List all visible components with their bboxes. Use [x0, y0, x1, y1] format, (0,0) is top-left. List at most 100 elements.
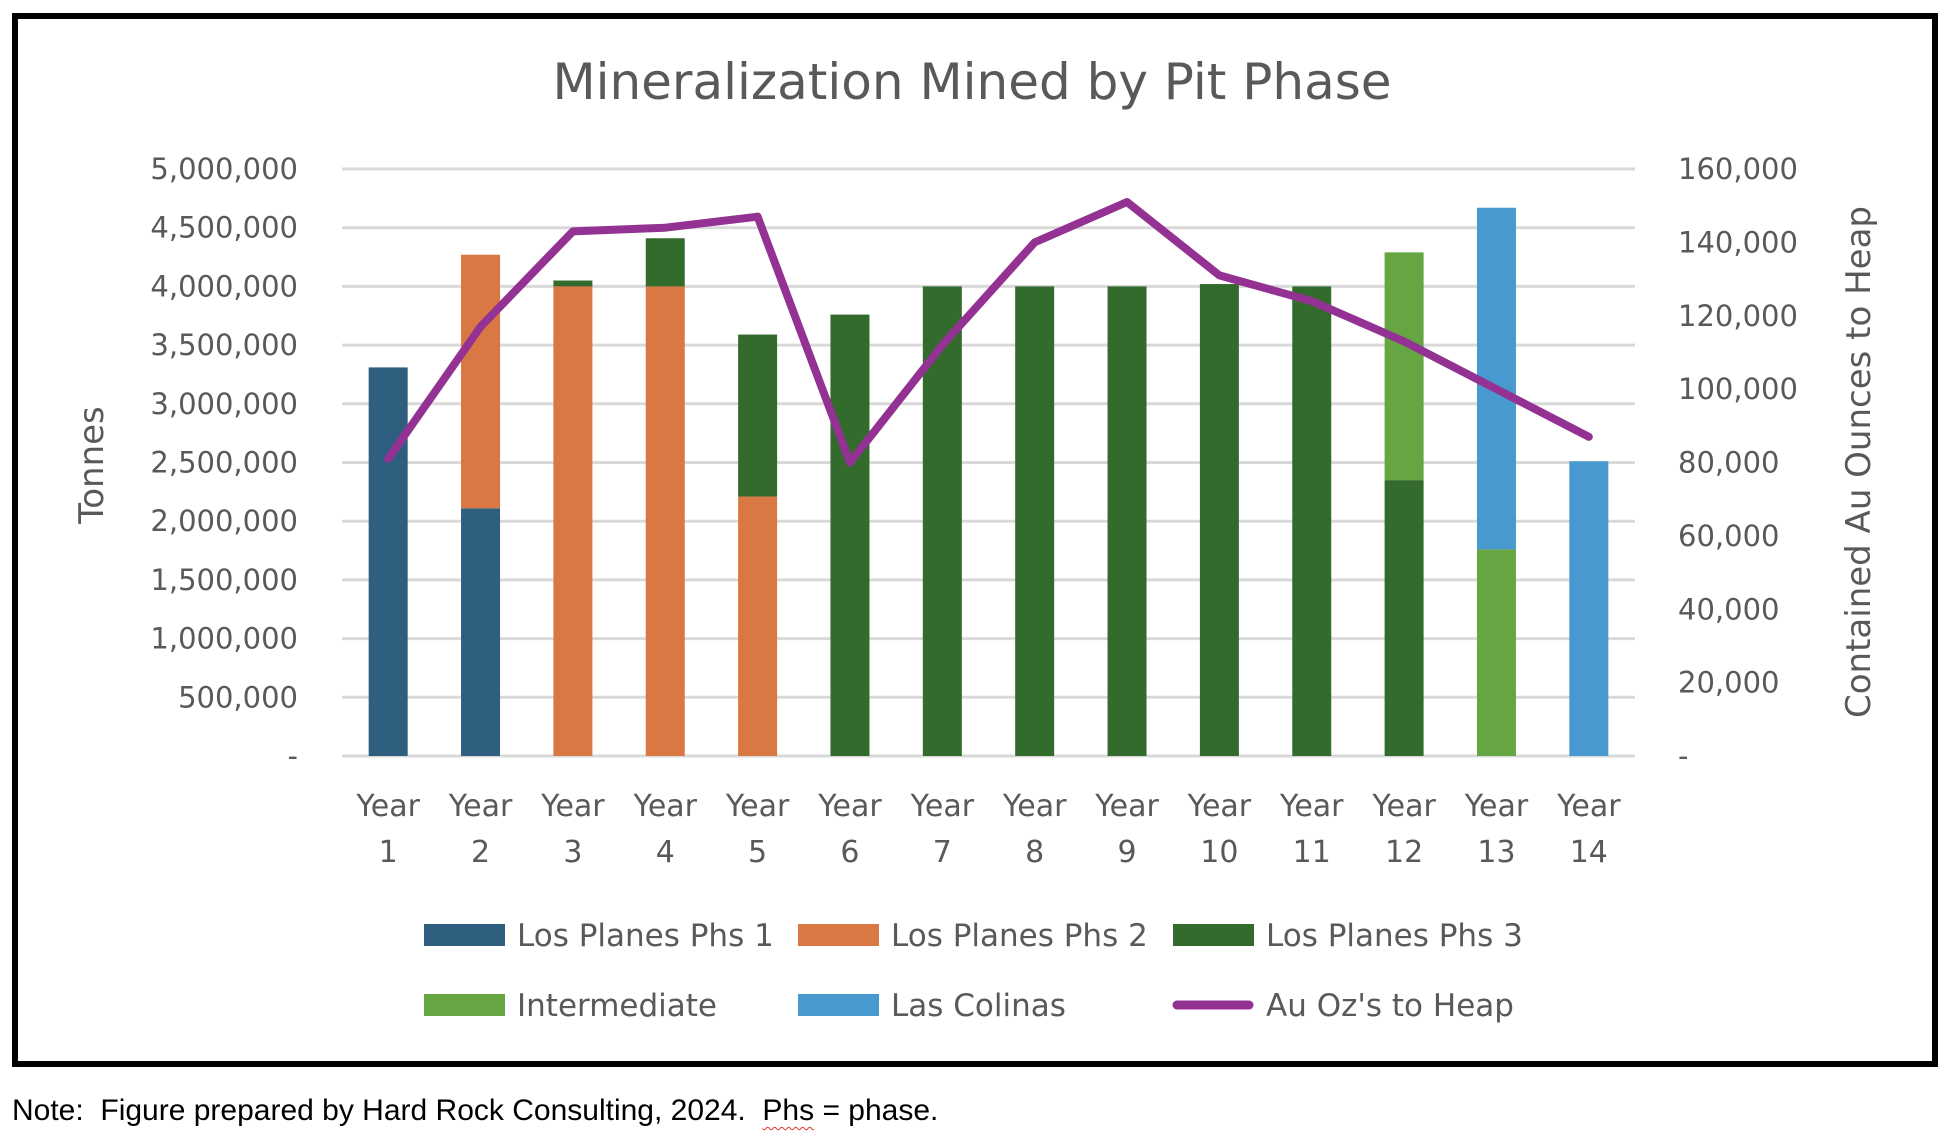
x-tick-label-line1: Year: [1187, 789, 1252, 824]
legend-label: Los Planes Phs 1: [517, 918, 774, 954]
x-tick-label-line2: 11: [1293, 835, 1331, 870]
bar-segment-los-planes-phs-3: [645, 238, 685, 287]
bar-segment-los-planes-phs-3: [1292, 286, 1332, 756]
y2-axis-label: Contained Au Ounces to Heap: [1839, 206, 1879, 718]
footnote-suffix: = phase.: [814, 1094, 939, 1127]
right-axis-tick-label: 20,000: [1678, 666, 1779, 700]
bar-segment-los-planes-phs-3: [830, 314, 870, 756]
bar-segment-los-planes-phs-1: [461, 508, 501, 756]
bar-segment-los-planes-phs-2: [553, 286, 593, 756]
right-axis-tick-label: 160,000: [1678, 152, 1798, 186]
legend: Los Planes Phs 1 Los Planes Phs 2 Los Plan…: [424, 918, 1523, 1024]
right-axis-tick-label: 120,000: [1678, 299, 1798, 333]
left-axis-tick-label: -: [288, 739, 298, 773]
x-tick-label-line2: 6: [840, 835, 859, 870]
x-tick-label-line1: Year: [1371, 789, 1436, 824]
x-tick-label-line1: Year: [1002, 789, 1067, 824]
bar-segment-los-planes-phs-3: [1107, 286, 1147, 756]
left-axis-tick-label: 2,000,000: [150, 504, 298, 538]
bar-segment-los-planes-phs-3: [1015, 286, 1055, 756]
legend-swatch: [798, 994, 879, 1016]
left-axis-tick-label: 5,000,000: [150, 152, 298, 186]
legend-label: Los Planes Phs 3: [1266, 918, 1523, 954]
bar-segment-las-colinas: [1569, 461, 1609, 756]
chart-frame: [12, 13, 1938, 1067]
legend-swatch: [798, 924, 879, 946]
x-tick-label-line1: Year: [1279, 789, 1344, 824]
legend-item: Los Planes Phs 2: [798, 918, 1148, 954]
x-tick-label-line1: Year: [1094, 789, 1159, 824]
x-tick-label-line2: 3: [563, 835, 582, 870]
footnote: Note: Figure prepared by Hard Rock Consu…: [12, 1094, 938, 1128]
bar-segment-los-planes-phs-2: [738, 496, 778, 756]
x-tick-label-line2: 1: [379, 835, 398, 870]
footnote-prefix: Note: Figure prepared by Hard Rock Consu…: [12, 1094, 763, 1127]
au-oz-line: [384, 198, 1593, 467]
x-axis-ticks: Year 1 Year 2 Year 3 Year 4 Year 5 Year 6 Year 7 Year 8…: [355, 789, 1621, 870]
right-axis-tick-label: 140,000: [1678, 225, 1798, 259]
bar-segment-los-planes-phs-3: [1384, 480, 1424, 756]
left-axis-tick-label: 3,500,000: [150, 328, 298, 362]
legend-item: Los Planes Phs 3: [1173, 918, 1523, 954]
left-axis-tick-label: 3,000,000: [150, 387, 298, 421]
left-axis-tick-label: 2,500,000: [150, 446, 298, 480]
x-tick-label-line1: Year: [540, 789, 605, 824]
left-axis-ticks: - 500,000 1,000,000 1,500,000 2,000,000 2,500…: [150, 152, 298, 773]
x-tick-label-line1: Year: [1464, 789, 1529, 824]
legend-item: Au Oz's to Heap: [1172, 988, 1514, 1024]
x-tick-label-line2: 9: [1117, 835, 1136, 870]
y-axis-label: Tonnes: [72, 406, 112, 525]
x-tick-label-line2: 7: [933, 835, 952, 870]
bar-segment-los-planes-phs-2: [461, 254, 501, 509]
x-tick-label-line1: Year: [1556, 789, 1621, 824]
bars: [368, 207, 1609, 756]
bar-segment-los-planes-phs-3: [738, 334, 778, 497]
legend-label: Intermediate: [517, 988, 717, 1024]
legend-item: Las Colinas: [798, 988, 1066, 1024]
left-axis-tick-label: 1,000,000: [150, 622, 298, 656]
bar-segment-los-planes-phs-3: [553, 280, 593, 287]
x-tick-label-line2: 2: [471, 835, 490, 870]
x-tick-label-line2: 8: [1025, 835, 1044, 870]
bar-segment-los-planes-phs-1: [368, 367, 408, 756]
left-axis-tick-label: 4,000,000: [150, 269, 298, 303]
left-axis-tick-label: 500,000: [178, 680, 298, 714]
gridlines: [342, 167, 1635, 758]
legend-swatch: [1173, 924, 1254, 946]
x-tick-label-line2: 4: [656, 835, 675, 870]
x-tick-label-line2: 5: [748, 835, 767, 870]
x-tick-label-line2: 12: [1385, 835, 1423, 870]
bar-segment-intermediate: [1476, 549, 1516, 756]
left-axis-tick-label: 4,500,000: [150, 211, 298, 245]
bar-segment-los-planes-phs-2: [645, 286, 685, 756]
bar-segment-intermediate: [1384, 252, 1424, 481]
x-tick-label-line1: Year: [632, 789, 697, 824]
left-axis-tick-label: 1,500,000: [150, 563, 298, 597]
legend-label: Las Colinas: [891, 988, 1066, 1024]
x-tick-label-line2: 13: [1477, 835, 1515, 870]
right-axis-tick-label: -: [1678, 739, 1688, 773]
right-axis-tick-label: 40,000: [1678, 592, 1779, 626]
legend-item: Intermediate: [424, 988, 717, 1024]
legend-swatch: [424, 924, 505, 946]
x-tick-label-line1: Year: [817, 789, 882, 824]
x-tick-label-line2: 14: [1570, 835, 1608, 870]
footnote-flagged-word: Phs: [762, 1094, 815, 1127]
right-axis-tick-label: 80,000: [1678, 446, 1779, 480]
right-axis-tick-label: 60,000: [1678, 519, 1779, 553]
x-tick-label-line1: Year: [910, 789, 975, 824]
chart-title: Mineralization Mined by Pit Phase: [552, 53, 1391, 111]
line-series: [384, 198, 1593, 467]
legend-swatch: [424, 994, 505, 1016]
right-axis-tick-label: 100,000: [1678, 372, 1798, 406]
x-tick-label-line1: Year: [448, 789, 513, 824]
legend-label: Au Oz's to Heap: [1266, 988, 1514, 1024]
right-axis-ticks: - 20,000 40,000 60,000 80,000 100,000 120,000 1…: [1678, 152, 1798, 773]
legend-item: Los Planes Phs 1: [424, 918, 774, 954]
x-tick-label-line1: Year: [355, 789, 420, 824]
legend-label: Los Planes Phs 2: [891, 918, 1148, 954]
x-tick-label-line2: 10: [1200, 835, 1238, 870]
bar-segment-los-planes-phs-3: [1199, 284, 1239, 756]
x-tick-label-line1: Year: [725, 789, 790, 824]
